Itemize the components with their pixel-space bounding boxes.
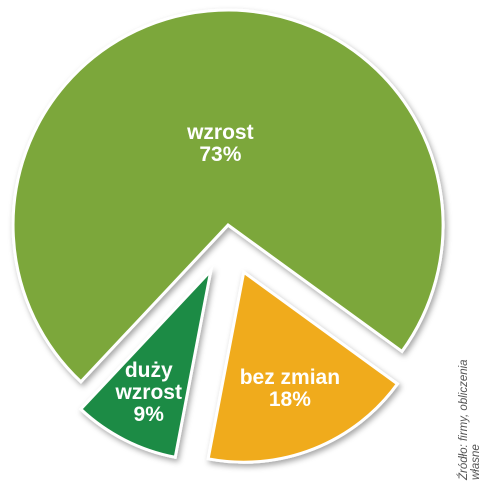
value-label: 73% bbox=[199, 142, 242, 166]
category-label: duży wzrost bbox=[115, 358, 182, 404]
slice-label: bez zmian 18% bbox=[225, 365, 355, 411]
value-label: 9% bbox=[133, 402, 164, 426]
source-note: Źródło: firmy, obliczenia własne bbox=[458, 359, 482, 480]
slice-label: wzrost 73% bbox=[160, 120, 280, 166]
pie-slice bbox=[78, 265, 214, 460]
value-label: 18% bbox=[268, 387, 311, 411]
pie-slice bbox=[11, 8, 445, 384]
slice-label: duży wzrost 9% bbox=[109, 358, 189, 426]
pie-slice bbox=[206, 269, 400, 464]
category-label: bez zmian bbox=[239, 365, 341, 389]
category-label: wzrost bbox=[187, 120, 254, 144]
